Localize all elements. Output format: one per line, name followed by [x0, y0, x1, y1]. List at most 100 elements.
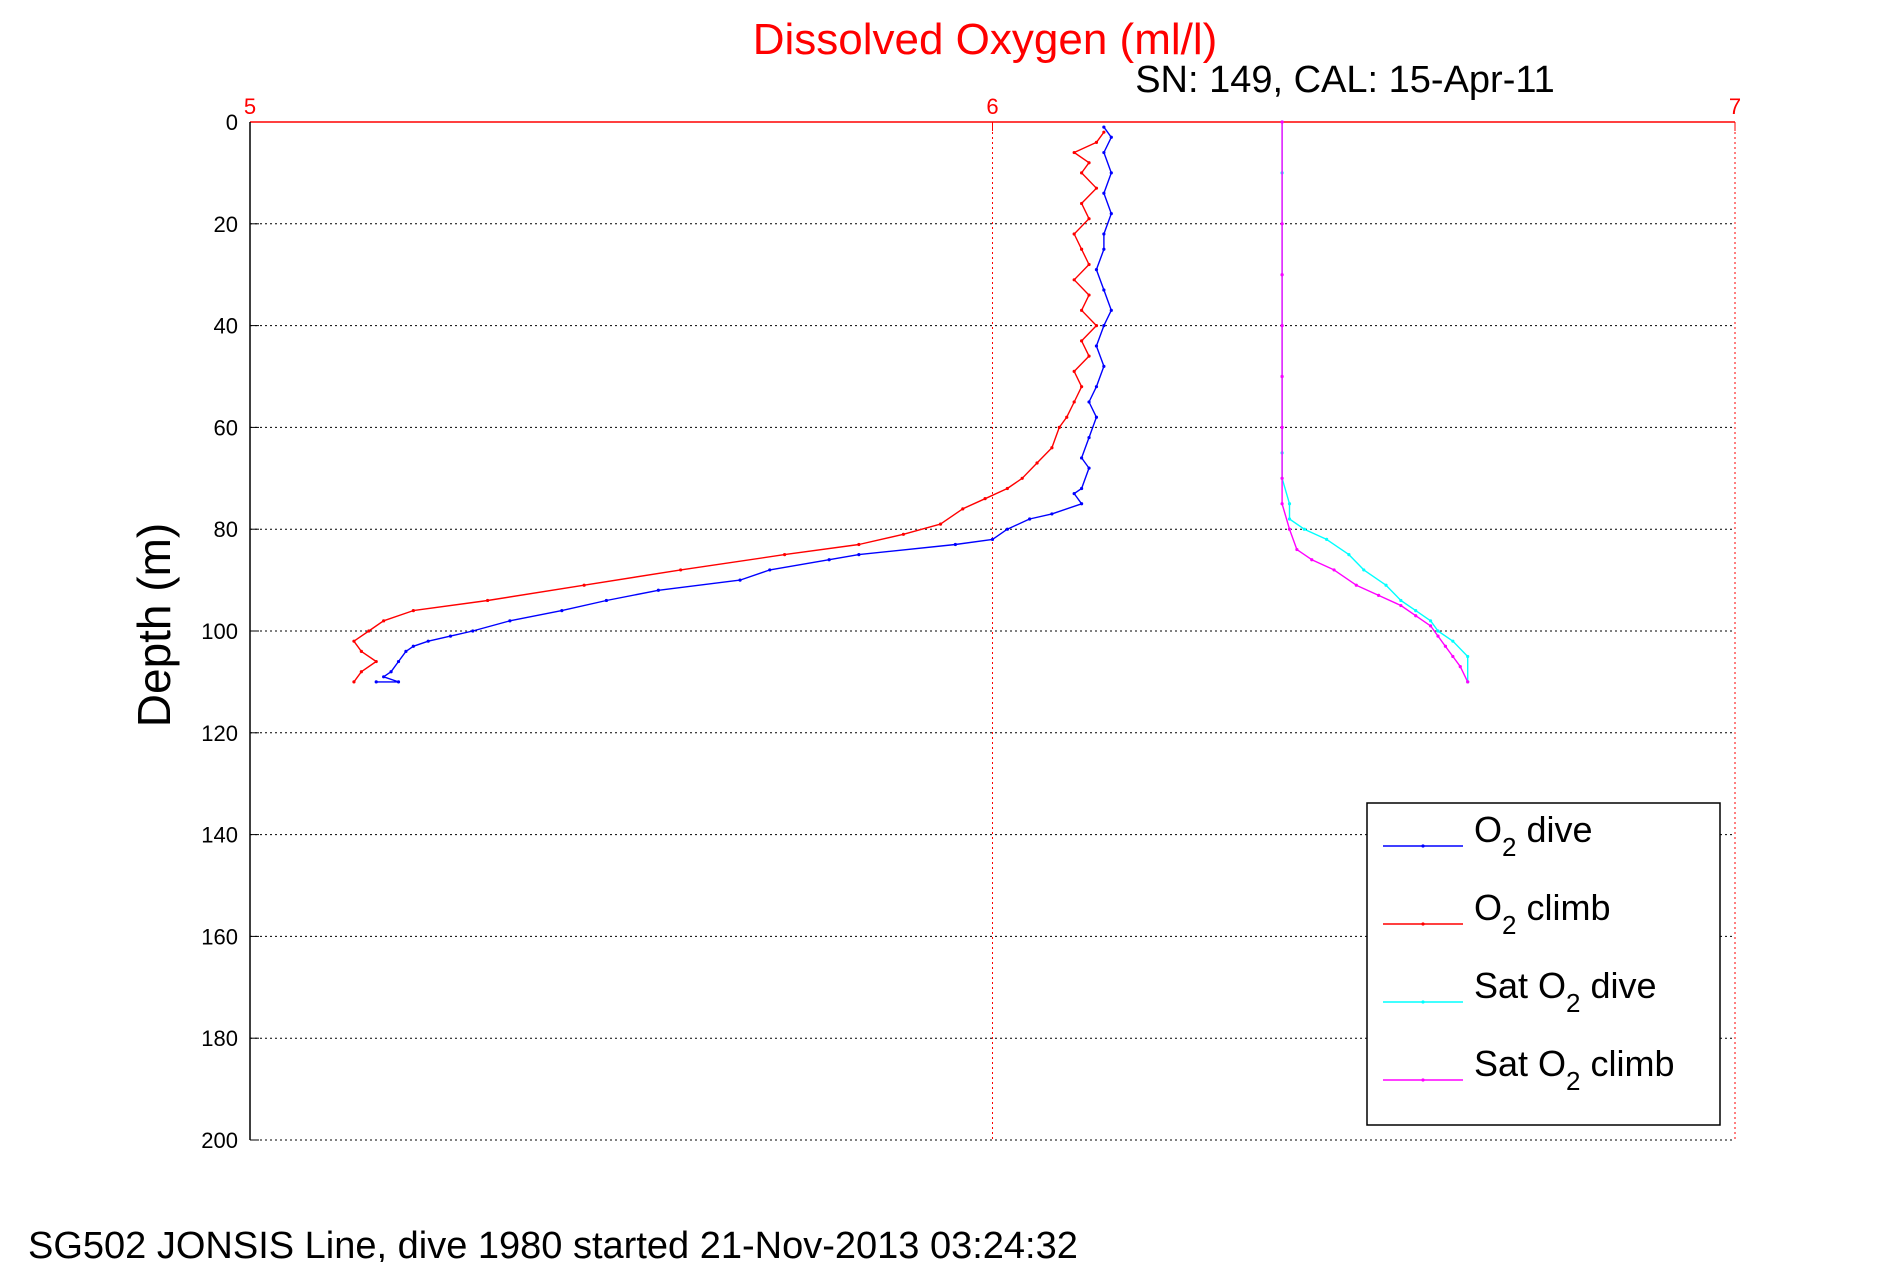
data-point — [1102, 324, 1106, 328]
y-tick-label: 40 — [214, 314, 238, 339]
data-point — [1035, 461, 1039, 465]
data-point — [1102, 364, 1106, 368]
y-tick-label: 20 — [214, 212, 238, 237]
data-point — [1109, 212, 1113, 216]
data-point — [1377, 593, 1381, 597]
data-point — [857, 553, 861, 557]
data-point — [1080, 308, 1084, 312]
series-line-o2_dive — [376, 126, 1113, 683]
data-point — [1087, 217, 1091, 221]
data-point — [1399, 598, 1403, 603]
data-point — [1005, 527, 1009, 531]
y-tick-label: 180 — [201, 1026, 238, 1051]
data-point — [1080, 247, 1084, 251]
data-point — [1087, 435, 1091, 440]
data-point — [352, 639, 356, 643]
data-point — [1102, 232, 1106, 236]
legend-marker — [1421, 844, 1425, 848]
data-point — [1384, 583, 1388, 587]
data-point — [1428, 619, 1433, 623]
dive-info-footer: SG502 JONSIS Line, dive 1980 started 21-… — [28, 1225, 1078, 1262]
data-point — [1362, 568, 1366, 572]
data-point — [582, 583, 586, 587]
data-point — [1280, 502, 1284, 506]
data-point — [1102, 191, 1106, 195]
data-point — [1050, 512, 1054, 516]
data-point — [1080, 171, 1084, 175]
data-point — [1280, 222, 1284, 226]
y-tick-label: 80 — [214, 517, 238, 542]
data-point — [983, 497, 987, 501]
data-point — [857, 542, 861, 547]
y-axis-label: Depth (m) — [128, 523, 180, 727]
data-point — [990, 537, 995, 541]
data-point — [1080, 486, 1084, 491]
legend-marker — [1421, 922, 1425, 926]
data-point — [1102, 125, 1106, 129]
data-point — [1428, 624, 1433, 628]
data-point — [1414, 614, 1418, 618]
data-point — [1072, 232, 1076, 236]
data-point — [1028, 517, 1032, 521]
data-point — [404, 649, 408, 653]
data-point — [1287, 527, 1292, 531]
data-point — [1087, 293, 1091, 297]
legend-label-sat_dive: Sat O2 dive — [1474, 965, 1657, 1018]
data-point — [1005, 486, 1009, 491]
data-point — [1287, 502, 1292, 506]
data-point — [1080, 456, 1084, 460]
data-point — [1451, 654, 1455, 659]
legend-label-sat_climb: Sat O2 climb — [1474, 1043, 1675, 1096]
data-point — [1087, 354, 1091, 358]
data-point — [1094, 268, 1099, 272]
data-point — [1094, 140, 1099, 144]
data-point — [1354, 583, 1358, 587]
data-point — [1080, 502, 1084, 506]
data-point — [1072, 491, 1076, 496]
axes — [249, 121, 1736, 1141]
data-point — [1436, 629, 1440, 633]
data-point — [1087, 161, 1091, 165]
data-point — [1094, 385, 1099, 389]
series-line-sat_climb — [1281, 122, 1469, 683]
data-point — [1050, 446, 1054, 450]
legend-marker — [1421, 1000, 1425, 1004]
data-point — [1332, 568, 1336, 572]
data-point — [448, 634, 453, 638]
data-point — [1414, 609, 1418, 613]
data-point — [471, 629, 475, 633]
data-point — [783, 553, 787, 557]
data-point — [953, 542, 957, 547]
data-point — [426, 639, 430, 643]
data-point — [1080, 201, 1084, 206]
data-point — [1451, 639, 1455, 643]
data-point — [1443, 644, 1448, 648]
data-point — [1399, 603, 1403, 608]
y-tick-label: 200 — [201, 1128, 238, 1153]
data-point — [411, 644, 415, 648]
data-point — [1072, 150, 1076, 155]
data-point — [367, 629, 371, 633]
data-point — [901, 532, 906, 536]
data-point — [679, 568, 683, 572]
data-point — [1065, 415, 1069, 419]
data-point — [1302, 527, 1306, 531]
data-point — [411, 609, 415, 613]
legend-marker — [1421, 1078, 1425, 1082]
data-point — [1087, 400, 1091, 404]
data-point — [1325, 537, 1329, 541]
data-point — [1466, 654, 1470, 659]
data-point — [1280, 425, 1284, 429]
data-point — [1310, 558, 1314, 562]
data-point — [1466, 680, 1470, 684]
data-point — [382, 619, 386, 623]
data-point — [938, 522, 943, 526]
data-series — [352, 120, 1470, 684]
data-point — [1087, 466, 1091, 470]
legend: O2 dive O2 climb Sat O2 dive Sat O2 climb — [1366, 802, 1721, 1126]
y-tick-label: 100 — [201, 619, 238, 644]
data-point — [1295, 547, 1299, 552]
x-tick-label: 5 — [244, 94, 256, 119]
data-point — [1280, 476, 1284, 480]
